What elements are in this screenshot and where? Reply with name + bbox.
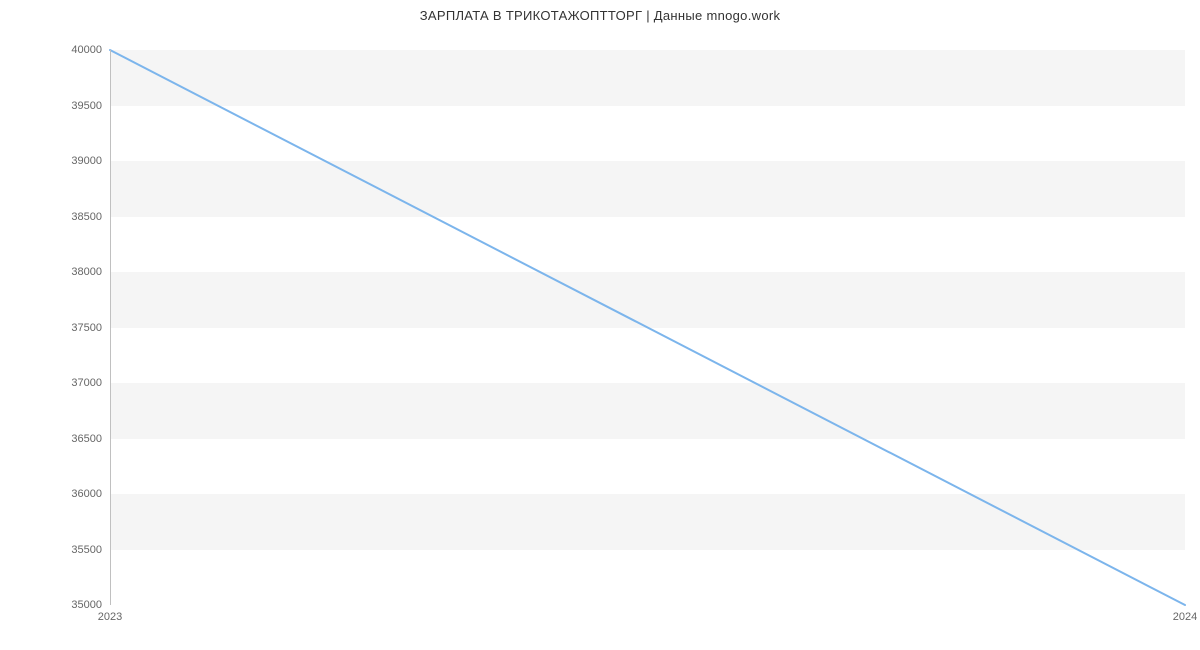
x-tick-label: 2024 (1173, 605, 1197, 623)
y-tick-label: 39000 (71, 155, 110, 167)
y-tick-label: 39500 (71, 100, 110, 112)
y-tick-label: 38500 (71, 211, 110, 223)
y-tick-label: 35500 (71, 544, 110, 556)
chart-title: ЗАРПЛАТА В ТРИКОТАЖОПТТОРГ | Данные mnog… (0, 8, 1200, 23)
x-tick-label: 2023 (98, 605, 122, 623)
plot-area: 3500035500360003650037000375003800038500… (110, 50, 1185, 605)
line-layer (110, 50, 1185, 605)
y-tick-label: 36500 (71, 433, 110, 445)
y-tick-label: 36000 (71, 488, 110, 500)
salary-chart: ЗАРПЛАТА В ТРИКОТАЖОПТТОРГ | Данные mnog… (0, 0, 1200, 650)
y-tick-label: 37500 (71, 322, 110, 334)
y-axis-line (110, 50, 111, 605)
y-tick-label: 37000 (71, 377, 110, 389)
y-tick-label: 38000 (71, 266, 110, 278)
y-tick-label: 40000 (71, 44, 110, 56)
series-salary (110, 50, 1185, 605)
